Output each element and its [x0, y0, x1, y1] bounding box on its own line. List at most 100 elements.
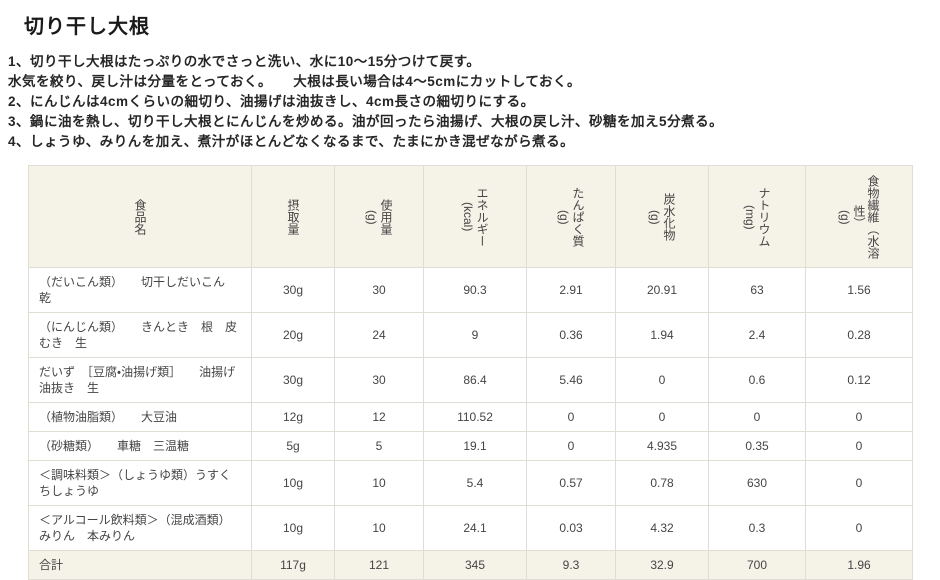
cell-usage: 30	[334, 357, 424, 403]
col-header-carbs: 炭水化物 (g)	[615, 165, 709, 268]
cell-total-carbs: 32.9	[615, 550, 709, 580]
cell-fiber: 0	[805, 505, 913, 551]
cell-fiber: 0	[805, 431, 913, 461]
table-row: だいず ［豆腐・油揚げ類］ 油揚げ 油抜き 生 30g 30 86.4 5.46…	[28, 357, 913, 403]
cell-carbs: 4.935	[615, 431, 709, 461]
cell-fiber: 0.12	[805, 357, 913, 403]
total-row: 合計 117g 121 345 9.3 32.9 700 1.96	[28, 550, 913, 580]
cell-usage: 10	[334, 505, 424, 551]
cell-total-energy: 345	[423, 550, 527, 580]
cell-energy: 5.4	[423, 460, 527, 506]
cell-carbs: 20.91	[615, 267, 709, 313]
cell-fiber: 1.56	[805, 267, 913, 313]
col-label: 摂取量	[286, 199, 300, 235]
cell-sodium: 63	[708, 267, 806, 313]
page-title: 切り干し大根	[24, 16, 150, 38]
cell-energy: 24.1	[423, 505, 527, 551]
cell-energy: 19.1	[423, 431, 527, 461]
col-header-energy: エネルギー (kcal)	[423, 165, 527, 268]
cell-intake: 30g	[251, 267, 335, 313]
col-header-food-name: 食品名	[28, 165, 252, 268]
col-unit: (g)	[838, 209, 852, 225]
table-row: ＜調味料類＞（しょうゆ類）うすくちしょうゆ 10g 10 5.4 0.57 0.…	[28, 460, 913, 506]
cell-protein: 0.36	[526, 312, 616, 358]
cell-protein: 0.03	[526, 505, 616, 551]
cell-sodium: 0.35	[708, 431, 806, 461]
col-label: たんぱく質	[571, 187, 585, 247]
cell-usage: 10	[334, 460, 424, 506]
cell-fiber: 0	[805, 402, 913, 432]
cell-usage: 30	[334, 267, 424, 313]
cell-protein: 2.91	[526, 267, 616, 313]
col-header-intake: 摂取量	[251, 165, 335, 268]
table-row: （だいこん類） 切干しだいこん 乾 30g 30 90.3 2.91 20.91…	[28, 267, 913, 313]
cell-intake: 5g	[251, 431, 335, 461]
cell-intake: 30g	[251, 357, 335, 403]
instruction-line-4: 3、鍋に油を熱し、切り干し大根とにんじんを炒める。油が回ったら油揚げ、大根の戻し…	[8, 114, 724, 129]
cell-usage: 12	[334, 402, 424, 432]
cell-usage: 5	[334, 431, 424, 461]
cell-usage: 24	[334, 312, 424, 358]
cell-fiber: 0.28	[805, 312, 913, 358]
cell-protein: 0	[526, 402, 616, 432]
col-label: エネルギー	[475, 187, 489, 247]
cell-protein: 5.46	[526, 357, 616, 403]
page: { "page": { "title": "切り干し大根", "instruct…	[0, 10, 940, 580]
col-unit: (g)	[365, 209, 379, 225]
instruction-line-2: 水気を絞り、戻し汁は分量をとっておく。 大根は長い場合は4～5cmにカットしてお…	[8, 74, 581, 89]
col-unit: (kcal)	[461, 202, 475, 232]
instruction-line-3: 2、にんじんは4cmくらいの細切り、油揚げは油抜きし、4cm長さの細切りにする。	[8, 94, 535, 109]
cell-sodium: 0.3	[708, 505, 806, 551]
cell-carbs: 0	[615, 402, 709, 432]
instruction-line-5: 4、しょうゆ、みりんを加え、煮汁がほとんどなくなるまで、たまにかき混ぜながら煮る…	[8, 134, 575, 149]
col-label: 食物繊維（水溶性）	[852, 175, 880, 259]
table-row: （にんじん類） きんとき 根 皮むき 生 20g 24 9 0.36 1.94 …	[28, 312, 913, 358]
cell-protein: 0	[526, 431, 616, 461]
col-header-usage: 使用量 (g)	[334, 165, 424, 268]
header-row: 食品名 摂取量 使用量 (g) エネルギー (kcal) たんぱく質 (g) 炭水化物…	[28, 165, 913, 268]
col-unit: (g)	[648, 209, 662, 225]
cell-food-name: ＜アルコール飲料類＞（混成酒類）みりん 本みりん	[28, 505, 252, 551]
col-label: 炭水化物	[662, 193, 676, 241]
cell-intake: 12g	[251, 402, 335, 432]
cell-food-name: ＜調味料類＞（しょうゆ類）うすくちしょうゆ	[28, 460, 252, 506]
col-header-fiber: 食物繊維（水溶性） (g)	[805, 165, 913, 268]
cell-food-name: （砂糖類） 車糖 三温糖	[28, 431, 252, 461]
cell-food-name: だいず ［豆腐・油揚げ類］ 油揚げ 油抜き 生	[28, 357, 252, 403]
cell-total-intake: 117g	[251, 550, 335, 580]
cell-carbs: 4.32	[615, 505, 709, 551]
cell-food-name: （だいこん類） 切干しだいこん 乾	[28, 267, 252, 313]
cell-carbs: 1.94	[615, 312, 709, 358]
col-unit: (mg)	[743, 204, 757, 230]
cell-fiber: 0	[805, 460, 913, 506]
cell-protein: 0.57	[526, 460, 616, 506]
cell-total-sodium: 700	[708, 550, 806, 580]
cell-sodium: 0.6	[708, 357, 806, 403]
cell-total-fiber: 1.96	[805, 550, 913, 580]
cell-total-protein: 9.3	[526, 550, 616, 580]
instruction-line-1: 1、切り干し大根はたっぷりの水でさっと洗い、水に10～15分つけて戻す。	[8, 54, 481, 69]
cell-sodium: 2.4	[708, 312, 806, 358]
cell-intake: 10g	[251, 505, 335, 551]
cell-total-label: 合計	[28, 550, 252, 580]
col-label: 食品名	[133, 199, 147, 235]
cell-carbs: 0.78	[615, 460, 709, 506]
col-unit: (g)	[557, 209, 571, 225]
cell-carbs: 0	[615, 357, 709, 403]
table-row: （植物油脂類） 大豆油 12g 12 110.52 0 0 0 0	[28, 402, 913, 432]
table-row: ＜アルコール飲料類＞（混成酒類）みりん 本みりん 10g 10 24.1 0.0…	[28, 505, 913, 551]
cell-energy: 110.52	[423, 402, 527, 432]
cell-intake: 10g	[251, 460, 335, 506]
cell-food-name: （にんじん類） きんとき 根 皮むき 生	[28, 312, 252, 358]
recipe-instructions: 1、切り干し大根はたっぷりの水でさっと洗い、水に10～15分つけて戻す。 水気を…	[8, 52, 940, 152]
cell-food-name: （植物油脂類） 大豆油	[28, 402, 252, 432]
cell-energy: 90.3	[423, 267, 527, 313]
col-label: ナトリウム	[757, 187, 771, 247]
nutrition-table: 食品名 摂取量 使用量 (g) エネルギー (kcal) たんぱく質 (g) 炭水化物…	[28, 165, 913, 580]
table-row: （砂糖類） 車糖 三温糖 5g 5 19.1 0 4.935 0.35 0	[28, 431, 913, 461]
col-header-protein: たんぱく質 (g)	[526, 165, 616, 268]
cell-sodium: 0	[708, 402, 806, 432]
cell-intake: 20g	[251, 312, 335, 358]
cell-energy: 9	[423, 312, 527, 358]
col-label: 使用量	[379, 199, 393, 235]
